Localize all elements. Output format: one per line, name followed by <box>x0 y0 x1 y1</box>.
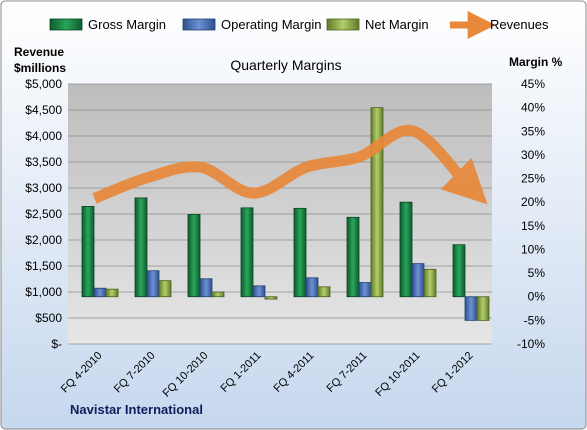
right-tick-label: 35% <box>521 124 545 138</box>
legend-swatch <box>49 18 83 31</box>
legend-label: Gross Margin <box>88 17 166 32</box>
bar-net-margin <box>264 296 278 300</box>
bar-operating-margin <box>305 277 319 298</box>
bar-gross-margin <box>187 214 201 298</box>
legend-swatch <box>182 18 216 31</box>
bar-net-margin <box>317 286 331 298</box>
right-tick-label: 40% <box>521 101 545 115</box>
bar-gross-margin <box>81 206 95 298</box>
bar-operating-margin <box>464 296 478 321</box>
legend-swatch <box>326 18 360 31</box>
left-tick-label: $5,000 <box>25 77 62 91</box>
bar-net-margin <box>105 288 119 298</box>
left-axis-ticks: $- $500 $1,000 $1,500 $2,000 $2,500 $3,000 $3,5… <box>25 77 62 351</box>
right-tick-label: 45% <box>521 77 545 91</box>
left-axis-title-line1: Revenue <box>14 45 64 59</box>
right-tick-label: 25% <box>521 172 545 186</box>
left-tick-label: $500 <box>35 311 62 325</box>
bar-operating-margin <box>146 270 160 298</box>
bar-gross-margin <box>346 216 360 298</box>
right-tick-label: 30% <box>521 148 545 162</box>
left-tick-label: $1,500 <box>25 259 62 273</box>
right-tick-label: 15% <box>521 219 545 233</box>
bar-operating-margin <box>358 282 372 298</box>
legend-label: Operating Margin <box>221 17 321 32</box>
bar-operating-margin <box>411 263 425 298</box>
right-axis-title: Margin % <box>509 55 563 69</box>
bar-net-margin <box>423 268 437 298</box>
right-tick-label: 0% <box>528 290 546 304</box>
right-tick-label: 20% <box>521 195 545 209</box>
bar-gross-margin <box>134 197 148 298</box>
left-tick-label: $2,000 <box>25 233 62 247</box>
left-tick-label: $1,000 <box>25 285 62 299</box>
left-tick-label: $3,500 <box>25 155 62 169</box>
left-axis-title-line2: $millions <box>14 61 66 75</box>
right-tick-label: 5% <box>528 266 546 280</box>
bar-net-margin <box>211 291 225 298</box>
bar-gross-margin <box>399 201 413 298</box>
left-tick-label: $4,000 <box>25 129 62 143</box>
bar-net-margin <box>370 107 384 298</box>
company-label: Navistar International <box>70 402 203 417</box>
chart-title: Quarterly Margins <box>230 57 341 73</box>
left-tick-label: $3,000 <box>25 181 62 195</box>
right-tick-label: -10% <box>517 337 545 351</box>
bar-operating-margin <box>252 285 266 298</box>
bar-operating-margin <box>199 278 213 298</box>
bar-net-margin <box>476 296 490 321</box>
legend-label: Net Margin <box>365 17 429 32</box>
bar-gross-margin <box>293 207 307 298</box>
right-tick-label: 10% <box>521 242 545 256</box>
right-tick-label: -5% <box>524 313 546 327</box>
left-tick-label: $4,500 <box>25 103 62 117</box>
bar-gross-margin <box>452 244 466 298</box>
legend-label: Revenues <box>490 17 549 32</box>
bar-operating-margin <box>93 287 107 298</box>
bar-gross-margin <box>240 207 254 298</box>
left-tick-label: $- <box>51 337 62 351</box>
legend: Gross Margin Operating Margin Net Margin Re… <box>49 11 549 39</box>
right-axis-ticks: -10% -5% 0% 5% 10% 15% 20% 25% 30% 35% 40% 45% <box>517 77 545 351</box>
revenue-line <box>92 124 488 205</box>
left-tick-label: $2,500 <box>25 207 62 221</box>
bar-net-margin <box>158 280 172 298</box>
revenue-line-path <box>92 124 488 205</box>
